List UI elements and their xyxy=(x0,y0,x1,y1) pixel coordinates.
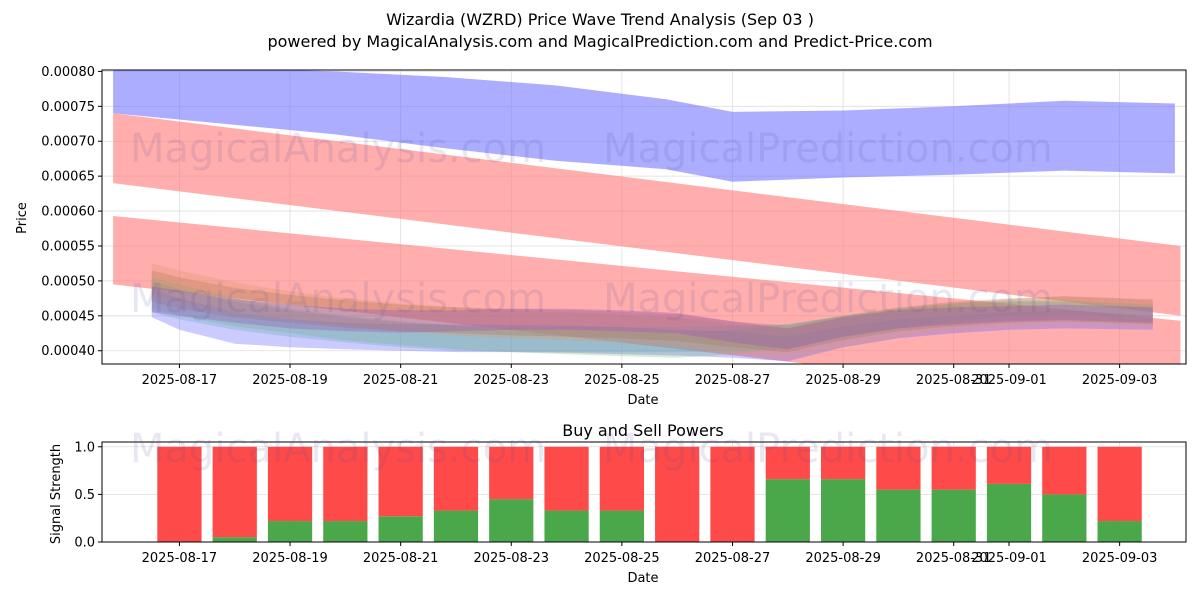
top-y-tick-label: 0.00050 xyxy=(41,274,95,289)
top-x-tick-label: 2025-08-23 xyxy=(473,373,549,388)
top-y-tick-label: 0.00060 xyxy=(41,205,95,220)
sell-bar-2025-08-27 xyxy=(710,446,755,542)
top-x-tick-label: 2025-08-21 xyxy=(363,373,439,388)
buy-bar-2025-08-31 xyxy=(931,489,976,542)
buy-bar-2025-08-23 xyxy=(489,499,534,542)
wave-purple-wave xyxy=(151,286,1153,350)
bottom-x-tick-label: 2025-08-31 xyxy=(916,551,992,566)
bottom-x-tick-label: 2025-09-03 xyxy=(1082,551,1158,566)
watermark-analysis-bottom: MagicalAnalysis.com xyxy=(130,426,546,472)
sell-bar-2025-09-02 xyxy=(1042,446,1087,495)
watermark-analysis-mid: MagicalAnalysis.com xyxy=(130,276,546,322)
wave-green-wave xyxy=(151,277,1153,358)
sell-bar-2025-09-01 xyxy=(986,446,1032,484)
buy-bar-2025-08-30 xyxy=(876,489,921,542)
buy-bar-2025-08-28 xyxy=(765,479,810,542)
sell-bar-2025-08-25 xyxy=(599,446,644,511)
bottom-x-tick-label: 2025-08-29 xyxy=(805,551,881,566)
sell-bar-2025-08-20 xyxy=(323,446,368,522)
bottom-x-tick-label: 2025-08-25 xyxy=(584,551,660,566)
sell-bar-2025-09-03 xyxy=(1097,446,1142,522)
bottom-plot-frame xyxy=(101,441,1187,543)
buy-bar-2025-08-18 xyxy=(212,537,257,542)
buy-bar-2025-08-22 xyxy=(433,510,479,542)
buy-bar-2025-08-19 xyxy=(267,521,313,542)
bottom-x-axis-label: Date xyxy=(627,571,658,586)
top-plot-frame xyxy=(101,69,1187,365)
chart-subtitle: powered by MagicalAnalysis.com and Magic… xyxy=(267,32,932,51)
top-y-tick-label: 0.00075 xyxy=(41,100,95,115)
top-x-tick-label: 2025-08-31 xyxy=(916,373,992,388)
sell-bar-2025-08-21 xyxy=(378,446,423,517)
bottom-x-tick-label: 2025-08-27 xyxy=(695,551,771,566)
chart-title: Wizardia (WZRD) Price Wave Trend Analysi… xyxy=(386,10,814,29)
top-x-tick-label: 2025-08-19 xyxy=(252,373,328,388)
sell-bar-2025-08-18 xyxy=(212,446,257,538)
sell-bar-2025-08-22 xyxy=(433,446,479,511)
top-x-tick-label: 2025-09-01 xyxy=(971,373,1047,388)
top-x-tick-label: 2025-08-27 xyxy=(695,373,771,388)
sell-bar-2025-08-30 xyxy=(876,446,921,490)
buy-bar-2025-09-02 xyxy=(1042,494,1087,542)
buy-bar-2025-09-03 xyxy=(1097,521,1142,542)
top-x-tick-label: 2025-08-29 xyxy=(805,373,881,388)
sell-bar-2025-08-24 xyxy=(544,446,589,511)
buy-bar-2025-08-29 xyxy=(820,479,866,542)
watermark-prediction-bottom: MagicalPrediction.com xyxy=(603,426,1053,472)
top-y-tick-label: 0.00045 xyxy=(41,309,95,324)
bottom-y-axis-label: Signal Strength xyxy=(49,444,64,544)
bottom-chart-title: Buy and Sell Powers xyxy=(562,421,724,440)
top-x-axis-label: Date xyxy=(627,393,658,408)
buy-bar-2025-08-25 xyxy=(599,510,644,542)
band-red-lower xyxy=(113,216,1181,364)
bottom-x-tick-label: 2025-08-21 xyxy=(363,551,439,566)
wave-brown-wave xyxy=(151,270,1153,353)
sell-bar-2025-08-29 xyxy=(820,446,866,480)
bottom-x-tick-label: 2025-08-17 xyxy=(142,551,218,566)
band-blue-upper xyxy=(113,70,1175,182)
top-x-tick-label: 2025-08-25 xyxy=(584,373,660,388)
wave-orange-wave xyxy=(151,263,1153,358)
band-red-upper xyxy=(113,113,1181,316)
sell-bar-2025-08-17 xyxy=(157,446,202,542)
watermark-prediction-mid: MagicalPrediction.com xyxy=(603,276,1053,322)
bottom-y-tick-label: 0.0 xyxy=(74,536,95,551)
buy-bar-2025-08-20 xyxy=(323,521,368,542)
top-plot-area xyxy=(113,70,1181,364)
sell-bar-2025-08-28 xyxy=(765,446,810,480)
top-x-tick-label: 2025-08-17 xyxy=(142,373,218,388)
buy-sell-chart: 0.0 0.5 1.0 2025-08-17 2025-08-19 2025-08-21 2… xyxy=(74,440,1187,566)
wave-teal-wave xyxy=(151,280,1153,353)
top-y-axis-label: Price xyxy=(15,202,30,234)
sell-bar-2025-08-23 xyxy=(489,446,534,500)
price-wave-chart: 0.00040 0.00045 0.00050 0.00055 0.00060 0.000… xyxy=(41,65,1187,388)
sell-bar-2025-08-26 xyxy=(655,446,700,542)
top-x-tick-label: 2025-09-03 xyxy=(1082,373,1158,388)
watermark-analysis-top: MagicalAnalysis.com xyxy=(130,126,546,172)
wave-blue-wave xyxy=(151,287,1153,362)
top-y-tick-label: 0.00040 xyxy=(41,344,95,359)
buy-bar-2025-08-21 xyxy=(378,516,423,542)
watermark-prediction-top: MagicalPrediction.com xyxy=(603,126,1053,172)
sell-bar-2025-08-19 xyxy=(267,446,313,522)
bottom-x-tick-label: 2025-09-01 xyxy=(971,551,1047,566)
buy-bar-2025-08-24 xyxy=(544,510,589,542)
top-y-tick-label: 0.00070 xyxy=(41,135,95,150)
bottom-y-tick-label: 0.5 xyxy=(74,488,95,503)
buy-bar-2025-09-01 xyxy=(986,483,1032,542)
top-y-tick-label: 0.00080 xyxy=(41,65,95,80)
bottom-x-tick-label: 2025-08-19 xyxy=(252,551,328,566)
top-y-tick-label: 0.00055 xyxy=(41,239,95,254)
bottom-y-tick-label: 1.0 xyxy=(74,440,95,455)
sell-bar-2025-08-31 xyxy=(931,446,976,490)
bottom-x-tick-label: 2025-08-23 xyxy=(473,551,549,566)
top-y-tick-label: 0.00065 xyxy=(41,170,95,185)
